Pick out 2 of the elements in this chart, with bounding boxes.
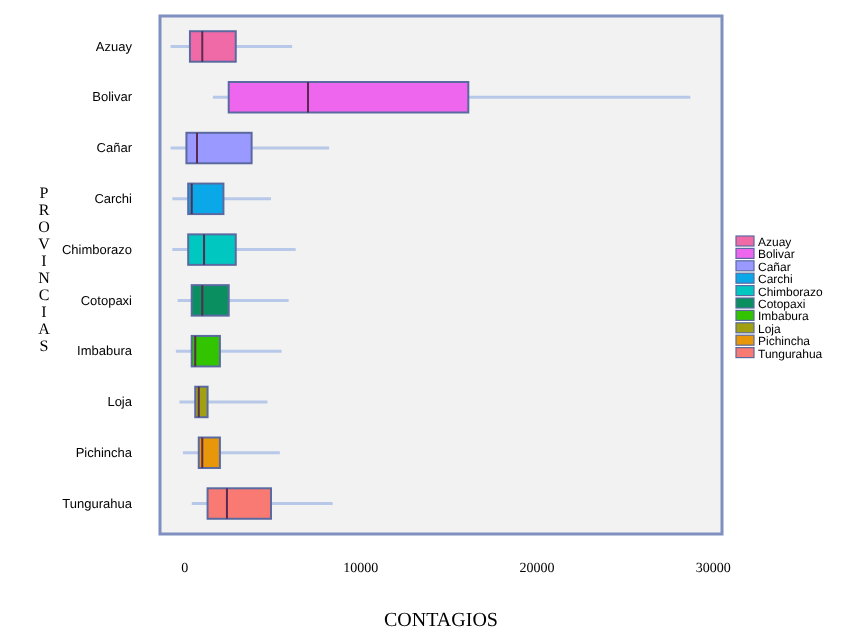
x-axis-title: CONTAGIOS	[384, 610, 498, 632]
text: PROVINCIAS	[38, 183, 50, 355]
